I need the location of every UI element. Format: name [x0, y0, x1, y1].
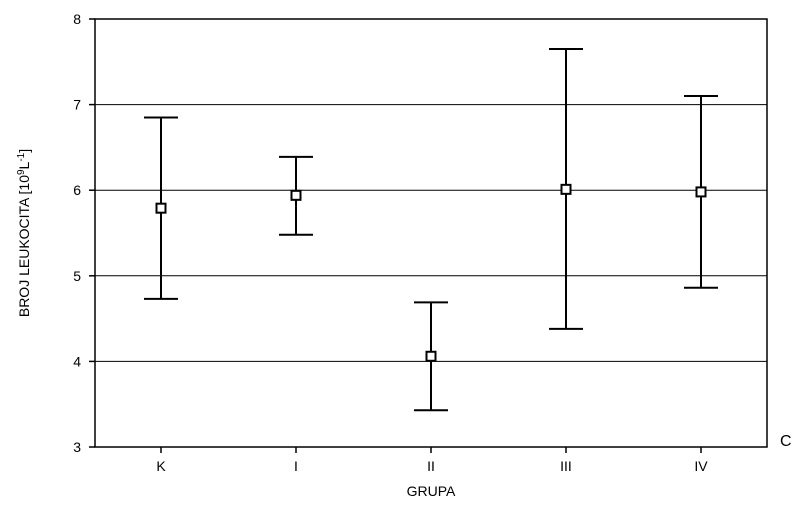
panel-label: C	[780, 433, 792, 450]
mean-markers	[155, 183, 707, 362]
x-tick-label-K: K	[156, 458, 166, 474]
y-tick-label-5: 5	[73, 268, 81, 284]
y-axis-label-sup2: -1	[16, 152, 27, 161]
y-tick-label-8: 8	[73, 11, 81, 27]
y-axis-label: BROJ LEUKOCITA [109L-1]	[16, 149, 33, 317]
y-tick-label-6: 6	[73, 182, 81, 198]
y-axis-label-end: ]	[16, 149, 32, 153]
x-tick-label-III: III	[560, 458, 572, 474]
y-axis-label-sup1: 9	[16, 169, 27, 175]
x-tick-label-IV: IV	[694, 458, 708, 474]
mean-marker-I	[290, 189, 302, 201]
mean-marker-III	[560, 183, 572, 195]
y-tick-label-3: 3	[73, 439, 81, 455]
y-axis-ticks: 3 4 5 6 7 8	[73, 11, 95, 455]
x-tick-label-II: II	[427, 458, 435, 474]
x-tick-label-I: I	[294, 458, 298, 474]
x-axis-label: GRUPA	[407, 483, 456, 499]
y-tick-label-7: 7	[73, 97, 81, 113]
mean-marker-K	[155, 202, 167, 214]
y-axis-label-mid: L	[16, 161, 32, 169]
x-axis-ticks: K I II III IV	[156, 447, 708, 474]
mean-marker-IV	[695, 186, 707, 198]
y-axis-label-base: BROJ LEUKOCITA [10	[16, 175, 32, 317]
mean-marker-II	[425, 350, 437, 362]
y-tick-label-4: 4	[73, 353, 81, 369]
